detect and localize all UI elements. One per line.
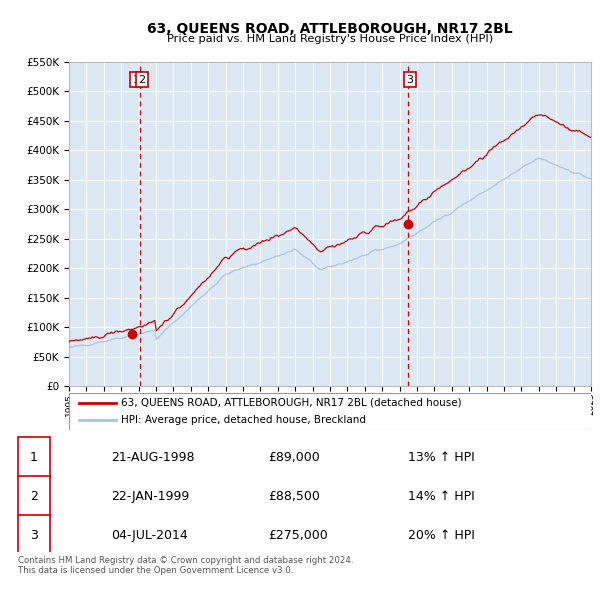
FancyBboxPatch shape	[18, 476, 50, 516]
Text: 2: 2	[30, 490, 38, 503]
Text: 3: 3	[30, 529, 38, 542]
Text: 22-JAN-1999: 22-JAN-1999	[111, 490, 189, 503]
Text: 63, QUEENS ROAD, ATTLEBOROUGH, NR17 2BL (detached house): 63, QUEENS ROAD, ATTLEBOROUGH, NR17 2BL …	[121, 398, 462, 408]
Text: 14% ↑ HPI: 14% ↑ HPI	[408, 490, 475, 503]
Text: 2: 2	[139, 75, 145, 84]
Text: £88,500: £88,500	[268, 490, 320, 503]
Text: £275,000: £275,000	[268, 529, 328, 542]
Text: 20% ↑ HPI: 20% ↑ HPI	[408, 529, 475, 542]
Text: 21-AUG-1998: 21-AUG-1998	[111, 451, 194, 464]
Text: 1: 1	[30, 451, 38, 464]
FancyBboxPatch shape	[18, 437, 50, 477]
Text: HPI: Average price, detached house, Breckland: HPI: Average price, detached house, Brec…	[121, 415, 366, 425]
Text: 13% ↑ HPI: 13% ↑ HPI	[408, 451, 475, 464]
Text: 04-JUL-2014: 04-JUL-2014	[111, 529, 188, 542]
Text: 3: 3	[407, 75, 413, 84]
FancyBboxPatch shape	[69, 393, 591, 430]
Text: 1: 1	[133, 75, 139, 84]
FancyBboxPatch shape	[18, 515, 50, 555]
Text: 63, QUEENS ROAD, ATTLEBOROUGH, NR17 2BL: 63, QUEENS ROAD, ATTLEBOROUGH, NR17 2BL	[147, 22, 513, 36]
Text: Contains HM Land Registry data © Crown copyright and database right 2024.
This d: Contains HM Land Registry data © Crown c…	[18, 556, 353, 575]
Text: £89,000: £89,000	[268, 451, 320, 464]
Text: Price paid vs. HM Land Registry's House Price Index (HPI): Price paid vs. HM Land Registry's House …	[167, 34, 493, 44]
